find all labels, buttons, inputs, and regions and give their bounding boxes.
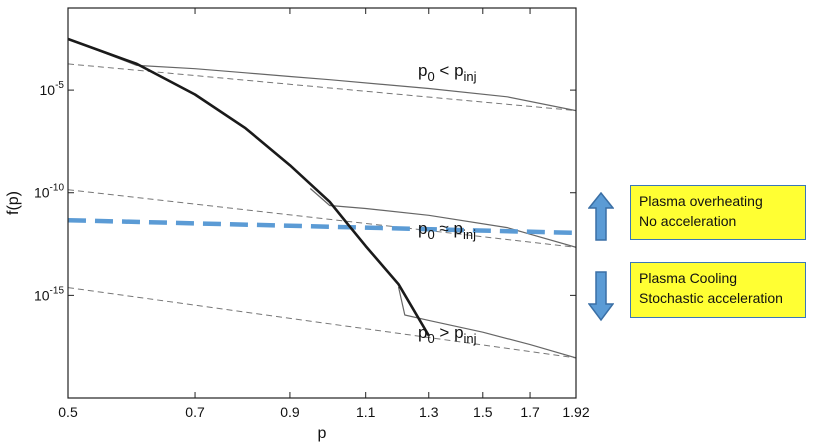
annotations: p0 < pinj p0 ≈ pinj p0 > pinj (418, 61, 477, 346)
series-solid-gray-7 (397, 286, 576, 359)
plot-frame (67, 7, 577, 399)
x-tick-label: 1.5 (473, 404, 493, 420)
x-tick-label: 1.3 (419, 404, 439, 420)
x-tick-label: 0.9 (280, 404, 300, 420)
callout-cooling-line2: Stochastic acceleration (639, 290, 783, 306)
y-tick-label: 10-15 (34, 285, 64, 303)
series-dashed-gray-3 (68, 189, 576, 248)
x-tick-label: 0.5 (58, 404, 78, 420)
series-dashed-gray-6 (68, 287, 576, 359)
regime-annotation: p0 ≈ pinj (418, 219, 476, 242)
series-solid-gray-4 (309, 188, 576, 248)
callout-cooling: Plasma Cooling Stochastic acceleration (630, 262, 806, 318)
x-tick-label: 1.7 (520, 404, 540, 420)
callout-overheating-line2: No acceleration (639, 213, 737, 229)
series-dashed-gray-1 (68, 63, 576, 112)
y-tick-label: 10-10 (34, 183, 64, 201)
series-dashed-blue-thick-5 (68, 217, 576, 236)
callout-cooling-line1: Plasma Cooling (639, 270, 738, 286)
series-solid-gray-2 (68, 38, 576, 112)
y-axis-label: f(p) (5, 191, 22, 215)
axis-tick-labels: 0.5 0.7 0.9 1.1 1.3 1.5 1.7 1.92 10-5 10-10 10-15 (34, 80, 590, 420)
up-arrow-icon (588, 192, 614, 241)
regime-annotation: p0 > pinj (418, 323, 477, 346)
callout-overheating: Plasma overheating No acceleration (630, 185, 806, 240)
x-tick-label: 1.92 (562, 404, 589, 420)
axis-ticks (67, 8, 577, 398)
x-axis-label: p (318, 425, 327, 442)
y-tick-label: 10-5 (40, 80, 65, 98)
curves-group (68, 37, 576, 359)
down-arrow-icon (588, 271, 614, 322)
x-tick-label: 1.1 (356, 404, 376, 420)
x-tick-label: 0.7 (185, 404, 205, 420)
callout-overheating-line1: Plasma overheating (639, 193, 763, 209)
series-solid-black-thick-0 (68, 37, 430, 337)
regime-annotation: p0 < pinj (418, 61, 477, 84)
